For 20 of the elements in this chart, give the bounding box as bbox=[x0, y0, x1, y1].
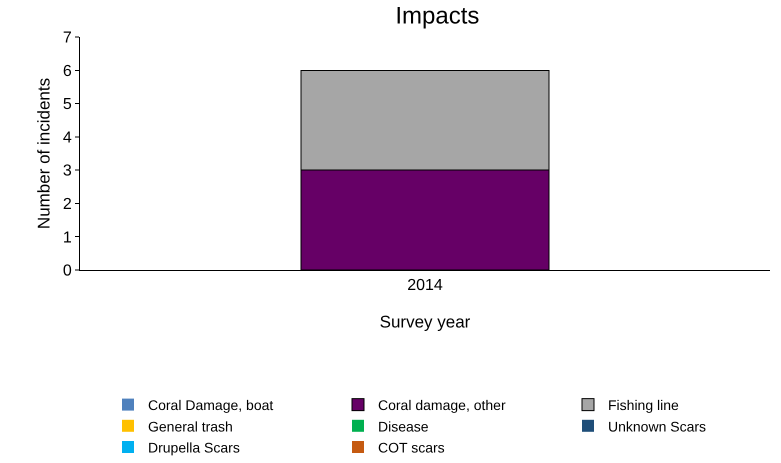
y-tick-label: 7 bbox=[62, 30, 72, 47]
y-tick-label: 2 bbox=[62, 196, 72, 214]
legend-label: General trash bbox=[148, 418, 233, 434]
chart-title: Impacts bbox=[395, 2, 480, 30]
x-axis-title: Survey year bbox=[380, 312, 471, 332]
y-tick-label: 6 bbox=[62, 62, 72, 80]
x-tick-label: 2014 bbox=[407, 277, 443, 294]
y-tick-label: 4 bbox=[62, 129, 72, 146]
legend-label: Coral Damage, boat bbox=[148, 397, 274, 414]
legend-label: Fishing line bbox=[608, 397, 680, 414]
y-axis-title: Number of incidents bbox=[34, 78, 54, 230]
y-tick-label: 5 bbox=[62, 96, 72, 114]
legend-label: COT scars bbox=[378, 439, 445, 456]
legend-label: Disease bbox=[378, 418, 429, 434]
y-tick-label: 3 bbox=[62, 162, 72, 180]
legend-label: Coral damage, other bbox=[378, 397, 506, 414]
y-tick-label: 0 bbox=[62, 262, 72, 280]
legend-label: Unknown Scars bbox=[608, 418, 706, 434]
legend-label: Drupella Scars bbox=[148, 439, 240, 456]
y-tick-label: 1 bbox=[62, 229, 72, 246]
